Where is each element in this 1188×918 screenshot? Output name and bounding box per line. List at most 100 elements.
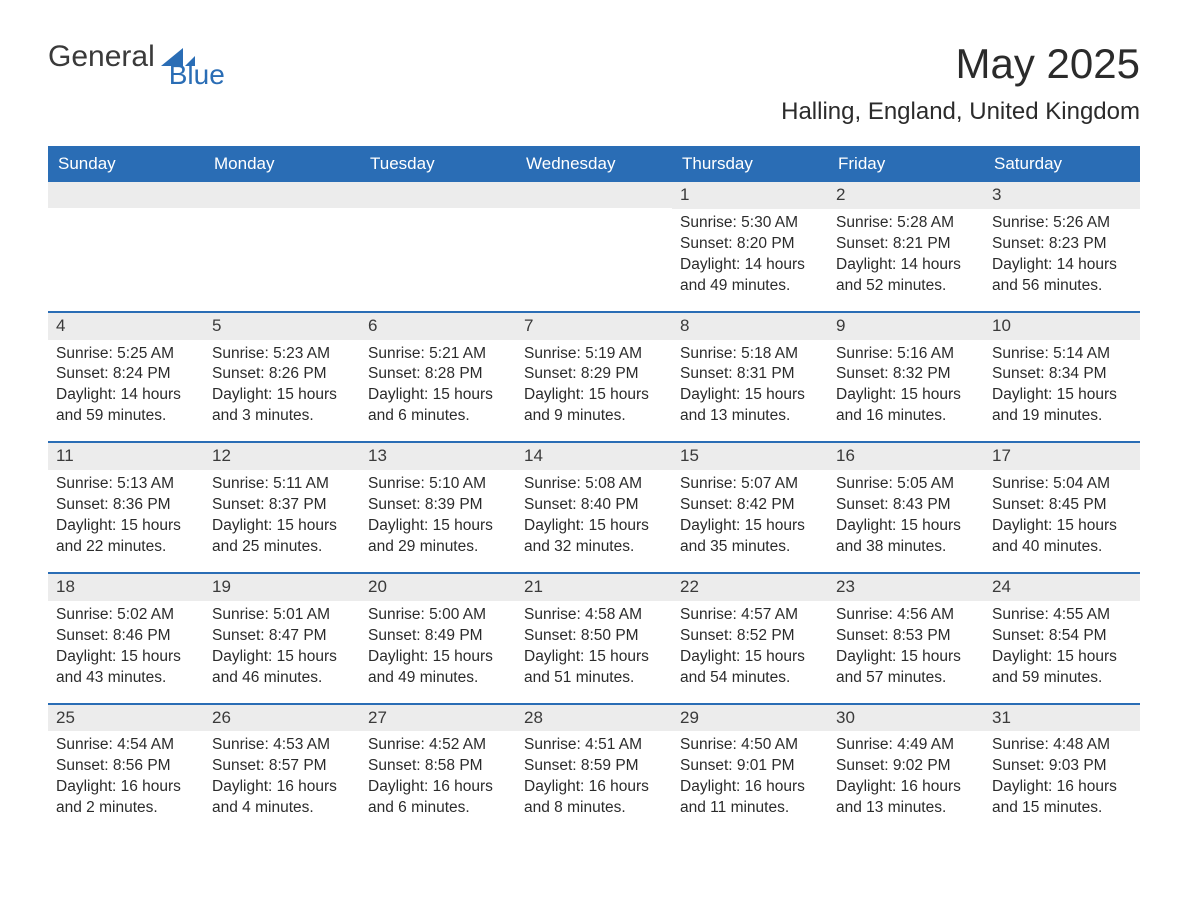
day-cell: 10Sunrise: 5:14 AMSunset: 8:34 PMDayligh… xyxy=(984,313,1140,442)
day-body: Sunrise: 5:00 AMSunset: 8:49 PMDaylight:… xyxy=(360,601,516,703)
sunset-text: Sunset: 8:23 PM xyxy=(992,234,1132,255)
day-number: 4 xyxy=(48,313,204,340)
day-cell: 26Sunrise: 4:53 AMSunset: 8:57 PMDayligh… xyxy=(204,705,360,834)
day-number: 28 xyxy=(516,705,672,732)
empty-day-header xyxy=(516,182,672,208)
weekday-cell: Saturday xyxy=(984,146,1140,182)
empty-day-header xyxy=(48,182,204,208)
sunrise-text: Sunrise: 4:53 AM xyxy=(212,735,352,756)
day-body: Sunrise: 4:52 AMSunset: 8:58 PMDaylight:… xyxy=(360,731,516,833)
day-cell: 1Sunrise: 5:30 AMSunset: 8:20 PMDaylight… xyxy=(672,182,828,311)
day-cell: 30Sunrise: 4:49 AMSunset: 9:02 PMDayligh… xyxy=(828,705,984,834)
weekday-cell: Friday xyxy=(828,146,984,182)
sunrise-text: Sunrise: 5:10 AM xyxy=(368,474,508,495)
sunset-text: Sunset: 9:02 PM xyxy=(836,756,976,777)
daylight-text: Daylight: 15 hours and 46 minutes. xyxy=(212,647,352,689)
day-cell: 11Sunrise: 5:13 AMSunset: 8:36 PMDayligh… xyxy=(48,443,204,572)
day-body: Sunrise: 5:02 AMSunset: 8:46 PMDaylight:… xyxy=(48,601,204,703)
daylight-text: Daylight: 15 hours and 35 minutes. xyxy=(680,516,820,558)
sunset-text: Sunset: 8:32 PM xyxy=(836,364,976,385)
day-number: 3 xyxy=(984,182,1140,209)
day-cell: 16Sunrise: 5:05 AMSunset: 8:43 PMDayligh… xyxy=(828,443,984,572)
day-number: 13 xyxy=(360,443,516,470)
weekday-header-row: SundayMondayTuesdayWednesdayThursdayFrid… xyxy=(48,146,1140,182)
day-cell: 2Sunrise: 5:28 AMSunset: 8:21 PMDaylight… xyxy=(828,182,984,311)
sunset-text: Sunset: 8:20 PM xyxy=(680,234,820,255)
week-row: 18Sunrise: 5:02 AMSunset: 8:46 PMDayligh… xyxy=(48,572,1140,703)
daylight-text: Daylight: 15 hours and 54 minutes. xyxy=(680,647,820,689)
day-cell: 29Sunrise: 4:50 AMSunset: 9:01 PMDayligh… xyxy=(672,705,828,834)
daylight-text: Daylight: 15 hours and 3 minutes. xyxy=(212,385,352,427)
sunrise-text: Sunrise: 5:23 AM xyxy=(212,344,352,365)
weekday-cell: Monday xyxy=(204,146,360,182)
day-body: Sunrise: 5:26 AMSunset: 8:23 PMDaylight:… xyxy=(984,209,1140,311)
sunrise-text: Sunrise: 5:19 AM xyxy=(524,344,664,365)
sunset-text: Sunset: 8:26 PM xyxy=(212,364,352,385)
sunrise-text: Sunrise: 5:08 AM xyxy=(524,474,664,495)
day-body: Sunrise: 5:21 AMSunset: 8:28 PMDaylight:… xyxy=(360,340,516,442)
day-number: 20 xyxy=(360,574,516,601)
sunrise-text: Sunrise: 5:02 AM xyxy=(56,605,196,626)
day-body: Sunrise: 4:49 AMSunset: 9:02 PMDaylight:… xyxy=(828,731,984,833)
sunset-text: Sunset: 8:29 PM xyxy=(524,364,664,385)
sunset-text: Sunset: 8:59 PM xyxy=(524,756,664,777)
sunrise-text: Sunrise: 5:21 AM xyxy=(368,344,508,365)
day-number: 29 xyxy=(672,705,828,732)
day-body: Sunrise: 5:19 AMSunset: 8:29 PMDaylight:… xyxy=(516,340,672,442)
sunrise-text: Sunrise: 4:57 AM xyxy=(680,605,820,626)
sunset-text: Sunset: 8:42 PM xyxy=(680,495,820,516)
sunset-text: Sunset: 8:47 PM xyxy=(212,626,352,647)
sunrise-text: Sunrise: 5:07 AM xyxy=(680,474,820,495)
day-number: 15 xyxy=(672,443,828,470)
day-number: 17 xyxy=(984,443,1140,470)
day-body: Sunrise: 5:05 AMSunset: 8:43 PMDaylight:… xyxy=(828,470,984,572)
day-cell: 23Sunrise: 4:56 AMSunset: 8:53 PMDayligh… xyxy=(828,574,984,703)
day-body: Sunrise: 5:13 AMSunset: 8:36 PMDaylight:… xyxy=(48,470,204,572)
day-body: Sunrise: 4:48 AMSunset: 9:03 PMDaylight:… xyxy=(984,731,1140,833)
day-cell xyxy=(360,182,516,311)
sunset-text: Sunset: 8:31 PM xyxy=(680,364,820,385)
day-number: 11 xyxy=(48,443,204,470)
daylight-text: Daylight: 15 hours and 59 minutes. xyxy=(992,647,1132,689)
weekday-cell: Wednesday xyxy=(516,146,672,182)
sunset-text: Sunset: 8:45 PM xyxy=(992,495,1132,516)
empty-day-header xyxy=(204,182,360,208)
day-number: 6 xyxy=(360,313,516,340)
day-number: 22 xyxy=(672,574,828,601)
day-body: Sunrise: 5:30 AMSunset: 8:20 PMDaylight:… xyxy=(672,209,828,311)
weekday-cell: Tuesday xyxy=(360,146,516,182)
day-cell xyxy=(204,182,360,311)
header-row: General Blue May 2025 Halling, England, … xyxy=(48,40,1140,126)
sunrise-text: Sunrise: 5:25 AM xyxy=(56,344,196,365)
day-body: Sunrise: 5:10 AMSunset: 8:39 PMDaylight:… xyxy=(360,470,516,572)
sunset-text: Sunset: 8:58 PM xyxy=(368,756,508,777)
day-body: Sunrise: 4:50 AMSunset: 9:01 PMDaylight:… xyxy=(672,731,828,833)
daylight-text: Daylight: 15 hours and 49 minutes. xyxy=(368,647,508,689)
sunset-text: Sunset: 9:03 PM xyxy=(992,756,1132,777)
daylight-text: Daylight: 16 hours and 2 minutes. xyxy=(56,777,196,819)
day-body: Sunrise: 5:07 AMSunset: 8:42 PMDaylight:… xyxy=(672,470,828,572)
sunrise-text: Sunrise: 5:26 AM xyxy=(992,213,1132,234)
sunset-text: Sunset: 8:52 PM xyxy=(680,626,820,647)
sunset-text: Sunset: 8:28 PM xyxy=(368,364,508,385)
day-number: 18 xyxy=(48,574,204,601)
day-number: 24 xyxy=(984,574,1140,601)
daylight-text: Daylight: 14 hours and 56 minutes. xyxy=(992,255,1132,297)
sunrise-text: Sunrise: 5:16 AM xyxy=(836,344,976,365)
sunrise-text: Sunrise: 5:11 AM xyxy=(212,474,352,495)
day-cell: 27Sunrise: 4:52 AMSunset: 8:58 PMDayligh… xyxy=(360,705,516,834)
day-body: Sunrise: 4:56 AMSunset: 8:53 PMDaylight:… xyxy=(828,601,984,703)
day-number: 21 xyxy=(516,574,672,601)
daylight-text: Daylight: 15 hours and 57 minutes. xyxy=(836,647,976,689)
day-number: 9 xyxy=(828,313,984,340)
title-block: May 2025 Halling, England, United Kingdo… xyxy=(781,40,1140,126)
daylight-text: Daylight: 16 hours and 8 minutes. xyxy=(524,777,664,819)
day-body: Sunrise: 5:11 AMSunset: 8:37 PMDaylight:… xyxy=(204,470,360,572)
sunrise-text: Sunrise: 4:55 AM xyxy=(992,605,1132,626)
sunrise-text: Sunrise: 5:18 AM xyxy=(680,344,820,365)
daylight-text: Daylight: 16 hours and 11 minutes. xyxy=(680,777,820,819)
week-row: 4Sunrise: 5:25 AMSunset: 8:24 PMDaylight… xyxy=(48,311,1140,442)
daylight-text: Daylight: 16 hours and 6 minutes. xyxy=(368,777,508,819)
day-cell: 19Sunrise: 5:01 AMSunset: 8:47 PMDayligh… xyxy=(204,574,360,703)
month-title: May 2025 xyxy=(781,40,1140,88)
